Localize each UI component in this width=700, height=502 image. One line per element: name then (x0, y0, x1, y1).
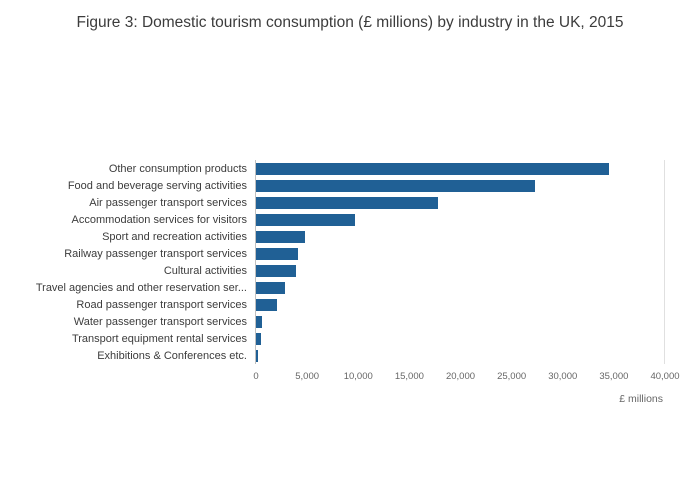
bar-row: Air passenger transport services (10, 194, 665, 211)
category-label: Other consumption products (108, 162, 247, 175)
x-tick-label: 30,000 (548, 371, 578, 382)
bar-row: Railway passenger transport services (10, 245, 665, 262)
bar-track (256, 296, 665, 313)
category-label: Exhibitions & Conferences etc. (97, 349, 247, 362)
bar (256, 315, 263, 328)
bar (256, 230, 306, 243)
category-label: Sport and recreation activities (102, 230, 247, 243)
x-tick-label: 10,000 (343, 371, 373, 382)
bar-track (256, 177, 665, 194)
category-label: Cultural activities (163, 264, 247, 277)
bar-row: Food and beverage serving activities (10, 177, 665, 194)
category-label: Food and beverage serving activities (67, 179, 247, 192)
bar-track (256, 245, 665, 262)
bar (256, 162, 609, 175)
bar-track (256, 279, 665, 296)
plot-right-border (664, 160, 665, 364)
x-tick-label: 40,000 (650, 371, 680, 382)
bar-row: Road passenger transport services (10, 296, 665, 313)
bar-row: Sport and recreation activities (10, 228, 665, 245)
x-tick-label: 15,000 (394, 371, 424, 382)
x-axis-label: £ millions (619, 393, 663, 405)
chart-title: Figure 3: Domestic tourism consumption (… (76, 14, 624, 31)
bar-track (256, 262, 665, 279)
bar-track (256, 211, 665, 228)
chart-figure: Figure 3: Domestic tourism consumption (… (0, 12, 700, 502)
category-label: Air passenger transport services (89, 196, 247, 209)
x-axis: 0 5,000 10,000 15,000 20,000 25,000 30,000 35,0… (253, 371, 679, 385)
bar-row: Other consumption products (10, 160, 665, 177)
bar (256, 247, 298, 260)
bar (256, 179, 536, 192)
bar-row: Transport equipment rental services (10, 330, 665, 347)
chart-plot-area: Other consumption products Food and bever… (10, 160, 665, 364)
category-label: Accommodation services for visitors (71, 213, 247, 226)
category-label: Road passenger transport services (76, 298, 247, 311)
bar (256, 332, 262, 345)
bar-row: Cultural activities (10, 262, 665, 279)
bar-track (256, 228, 665, 245)
bar-track (256, 330, 665, 347)
x-tick-label: 5,000 (295, 371, 320, 382)
bar (256, 264, 296, 277)
y-axis-line (255, 160, 256, 364)
bar (256, 213, 356, 226)
bar-row: Accommodation services for visitors (10, 211, 665, 228)
bar-track (256, 160, 665, 177)
bar (256, 349, 259, 362)
x-tick-label: 35,000 (599, 371, 629, 382)
bar-track (256, 313, 665, 330)
bar (256, 298, 278, 311)
category-label: Travel agencies and other reservation se… (35, 281, 247, 294)
bar-track (256, 194, 665, 211)
bar-row: Water passenger transport services (10, 313, 665, 330)
category-label: Railway passenger transport services (64, 247, 247, 260)
x-tick-label: 0 (253, 371, 259, 382)
bar-row: Travel agencies and other reservation se… (10, 279, 665, 296)
bar-track (256, 347, 665, 364)
bar-chart: Other consumption products Food and bever… (10, 160, 680, 405)
x-tick-label: 20,000 (445, 371, 476, 382)
x-tick-label: 25,000 (497, 371, 527, 382)
bar-row: Exhibitions & Conferences etc. (10, 347, 665, 364)
category-label: Transport equipment rental services (71, 332, 247, 345)
bar (256, 196, 438, 209)
category-label: Water passenger transport services (73, 315, 247, 328)
bar (256, 281, 285, 294)
